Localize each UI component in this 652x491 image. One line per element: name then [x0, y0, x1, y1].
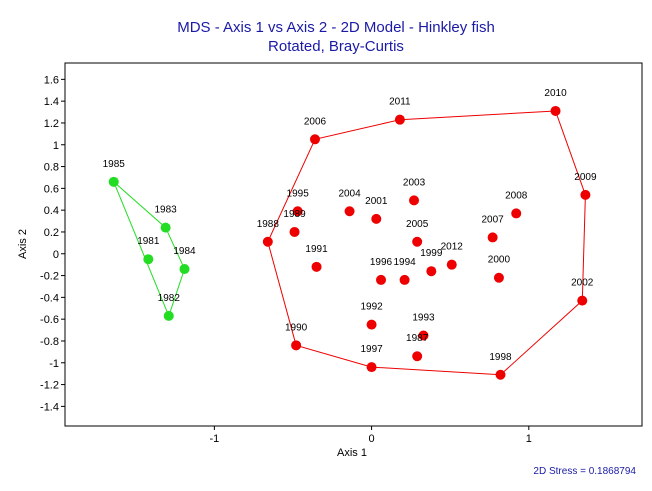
point-1990	[291, 340, 302, 351]
point-1997	[366, 362, 377, 373]
point-label: 1999	[420, 248, 443, 259]
y-tick-label: 1.6	[44, 74, 59, 86]
point-1982	[163, 310, 174, 321]
y-tick-label: 0.8	[44, 162, 59, 174]
point-2011	[394, 114, 405, 125]
point-label: 2000	[488, 255, 511, 266]
y-tick-label: -0.2	[40, 271, 59, 283]
point-label: 1988	[257, 219, 280, 230]
point-1995	[292, 206, 303, 217]
y-tick-label: 0	[53, 249, 59, 261]
point-label: 2007	[482, 214, 505, 225]
point-1983	[160, 222, 171, 233]
point-label: 2003	[403, 177, 426, 188]
point-2008	[511, 208, 522, 219]
y-tick-label: -1	[49, 358, 59, 370]
point-2012	[446, 259, 457, 270]
point-label: 1989	[283, 209, 306, 220]
point-label: 1992	[360, 302, 383, 313]
point-1994	[399, 274, 410, 285]
y-tick-label: -0.4	[40, 292, 59, 304]
y-tick-label: 1	[53, 140, 59, 152]
point-label: 1997	[360, 344, 383, 355]
point-label: 1984	[173, 246, 196, 257]
point-label: 2005	[406, 219, 429, 230]
point-2005	[412, 236, 423, 247]
point-1987	[412, 351, 423, 362]
point-label: 2009	[574, 172, 597, 183]
point-label: 2002	[571, 278, 594, 289]
point-label: 2001	[365, 196, 388, 207]
point-2010	[550, 105, 561, 116]
point-1992	[366, 319, 377, 330]
point-label: 1994	[393, 257, 416, 268]
point-1998	[495, 369, 506, 380]
y-tick-label: 0.4	[44, 205, 59, 217]
y-axis-title: Axis 2	[17, 229, 29, 259]
x-tick-label: 1	[526, 433, 532, 445]
point-label: 1982	[158, 293, 181, 304]
group-hulls	[113, 110, 586, 376]
point-label: 1985	[103, 159, 126, 170]
x-tick-label: 0	[369, 433, 375, 445]
plot-frame	[64, 62, 643, 427]
stress-value: 2D Stress = 0.1868794	[533, 466, 636, 477]
y-axis: 1.6 1.4 1.2 1 0.8 0.6 0.4 0.2 0 -0.2 -0.4 -0.6 -0.8 -…	[40, 74, 65, 413]
point-1981	[143, 254, 154, 265]
point-label: 1996	[370, 257, 393, 268]
point-label: 1987	[406, 333, 429, 344]
y-tick-label: 0.2	[44, 227, 59, 239]
chart-subtitle: Rotated, Bray-Curtis	[268, 38, 404, 55]
point-2009	[580, 189, 591, 200]
x-tick-label: -1	[209, 433, 219, 445]
y-tick-label: -1.2	[40, 380, 59, 392]
point-1984	[179, 264, 190, 275]
point-2000	[493, 272, 504, 283]
point-label: 1991	[305, 244, 328, 255]
y-tick-label: 0.6	[44, 183, 59, 195]
point-1999	[426, 266, 437, 277]
point-label: 2010	[544, 88, 567, 99]
y-tick-label: -1.4	[40, 401, 59, 413]
point-label: 1983	[154, 205, 177, 216]
point-1996	[376, 274, 387, 285]
x-axis: -1 0 1	[209, 426, 532, 445]
point-2002	[577, 295, 588, 306]
point-label: 1995	[287, 188, 310, 199]
point-1993	[418, 330, 429, 341]
point-label: 1981	[137, 236, 160, 247]
point-label: 1993	[412, 313, 435, 324]
group-hull-1	[267, 110, 586, 376]
x-axis-title: Axis 1	[337, 447, 367, 459]
point-2007	[487, 232, 498, 243]
chart-title: MDS - Axis 1 vs Axis 2 - 2D Model - Hink…	[177, 19, 495, 36]
y-tick-label: 1.2	[44, 118, 59, 130]
point-label: 2012	[441, 242, 464, 253]
point-label: 2008	[505, 190, 528, 201]
point-2001	[371, 213, 382, 224]
data-points: 1985 1983 1981 1984 1982 2010 2011 2006 2009 2008…	[103, 88, 597, 380]
point-1988	[262, 236, 273, 247]
point-2003	[409, 195, 420, 206]
point-label: 1998	[489, 352, 512, 363]
point-1985	[108, 176, 119, 187]
y-tick-label: 1.4	[44, 96, 59, 108]
point-1991	[311, 261, 322, 272]
y-tick-label: -0.8	[40, 336, 59, 348]
point-2006	[309, 134, 320, 145]
point-label: 2011	[389, 97, 411, 108]
point-label: 2004	[338, 188, 361, 199]
point-label: 1990	[285, 322, 308, 333]
y-tick-label: -0.6	[40, 314, 59, 326]
point-2004	[344, 206, 355, 217]
point-label: 2006	[304, 116, 327, 127]
point-1989	[289, 226, 300, 237]
